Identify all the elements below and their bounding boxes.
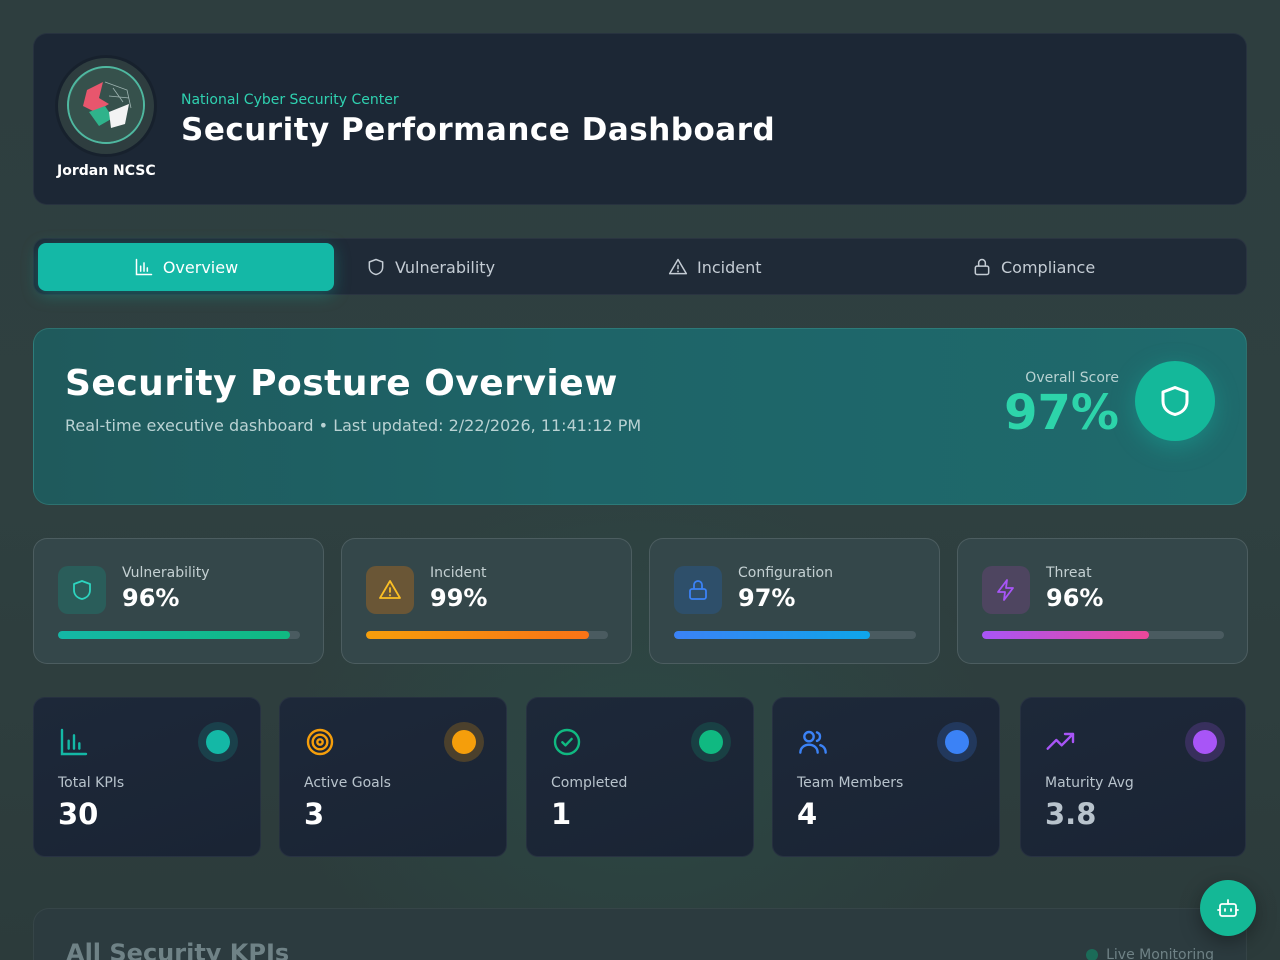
- tab-incident[interactable]: Incident: [638, 243, 838, 291]
- progress-bar: [674, 631, 916, 639]
- tab-incident-label: Incident: [697, 257, 762, 277]
- section-title: All Security KPIs: [66, 939, 290, 960]
- stat-card-total-kpis[interactable]: Total KPIs 30: [33, 697, 261, 857]
- progress-fill: [366, 631, 589, 639]
- stat-card-maturity-avg[interactable]: Maturity Avg 3.8: [1020, 697, 1246, 857]
- stat-value: 30: [58, 797, 99, 831]
- stat-label: Maturity Avg: [1045, 775, 1134, 791]
- shield-icon: [73, 580, 91, 600]
- org-subtitle: National Cyber Security Center: [181, 92, 399, 108]
- live-monitoring-label: Live Monitoring: [1106, 947, 1214, 960]
- org-name: Jordan NCSC: [57, 163, 156, 179]
- metric-icon-box: [366, 566, 414, 614]
- stat-card-team-members[interactable]: Team Members 4: [772, 697, 1000, 857]
- assistant-button[interactable]: [1200, 880, 1256, 936]
- metric-value: 96%: [122, 584, 180, 612]
- progress-bar: [982, 631, 1224, 639]
- metric-label: Configuration: [738, 565, 833, 581]
- metric-icon-box: [982, 566, 1030, 614]
- tab-compliance-label: Compliance: [1001, 257, 1096, 277]
- tab-compliance[interactable]: Compliance: [942, 243, 1162, 291]
- metric-card-vulnerability[interactable]: Vulnerability 96%: [33, 538, 324, 664]
- metric-icon-box: [58, 566, 106, 614]
- metric-label: Vulnerability: [122, 565, 210, 581]
- trending-up-icon: [1046, 732, 1075, 750]
- stat-label: Completed: [551, 775, 628, 791]
- status-indicator: [937, 722, 977, 762]
- lock-icon: [689, 580, 707, 600]
- bar-chart-icon: [60, 728, 88, 756]
- metric-card-threat[interactable]: Threat 96%: [957, 538, 1248, 664]
- progress-bar: [366, 631, 608, 639]
- shield-icon: [1161, 386, 1189, 416]
- metric-card-configuration[interactable]: Configuration 97%: [649, 538, 940, 664]
- stat-value: 1: [551, 797, 572, 831]
- overall-score-value: 97%: [1004, 385, 1119, 441]
- status-indicator: [198, 722, 238, 762]
- tab-vulnerability-label: Vulnerability: [395, 257, 496, 277]
- check-circle-icon: [553, 728, 581, 756]
- target-icon: [306, 728, 334, 756]
- tab-overview[interactable]: Overview: [38, 243, 334, 291]
- live-dot-icon: [1086, 949, 1099, 960]
- tab-overview-label: Overview: [162, 257, 239, 277]
- metric-label: Incident: [430, 565, 487, 581]
- page-title: Security Performance Dashboard: [181, 112, 776, 148]
- header-card: Jordan NCSC National Cyber Security Cent…: [33, 33, 1247, 205]
- status-indicator: [691, 722, 731, 762]
- org-logo: [58, 58, 154, 154]
- lock-icon: [974, 258, 990, 276]
- shield-icon: [368, 258, 384, 276]
- logo-emblem-icon: [67, 66, 145, 144]
- posture-overview-banner: Security Posture Overview Real-time exec…: [33, 328, 1247, 505]
- stat-value: 3: [304, 797, 325, 831]
- progress-bar: [58, 631, 300, 639]
- lightning-icon: [997, 579, 1014, 601]
- stat-value: 4: [797, 797, 818, 831]
- score-shield-badge: [1135, 361, 1215, 441]
- bar-chart-icon: [135, 258, 153, 276]
- live-monitoring-indicator: Live Monitoring: [1086, 947, 1214, 960]
- warning-icon: [668, 258, 688, 275]
- metric-value: 96%: [1046, 584, 1104, 612]
- tab-vulnerability[interactable]: Vulnerability: [336, 243, 548, 291]
- all-kpis-section: All Security KPIs Live Monitoring: [33, 908, 1247, 960]
- stat-label: Active Goals: [304, 775, 391, 791]
- robot-icon: [1217, 899, 1239, 917]
- status-indicator: [1185, 722, 1225, 762]
- tab-bar: Overview Vulnerability Incident Complian…: [33, 238, 1247, 295]
- metric-label: Threat: [1046, 565, 1092, 581]
- users-icon: [799, 730, 827, 754]
- progress-fill: [982, 631, 1149, 639]
- progress-fill: [58, 631, 291, 639]
- stat-card-completed[interactable]: Completed 1: [526, 697, 754, 857]
- overall-score-label: Overall Score: [1025, 370, 1119, 386]
- hero-title: Security Posture Overview: [65, 363, 618, 404]
- stat-label: Team Members: [797, 775, 904, 791]
- metric-card-incident[interactable]: Incident 99%: [341, 538, 632, 664]
- warning-icon: [379, 580, 401, 599]
- progress-fill: [674, 631, 871, 639]
- metric-value: 99%: [430, 584, 488, 612]
- stat-label: Total KPIs: [58, 775, 125, 791]
- metric-icon-box: [674, 566, 722, 614]
- stat-card-active-goals[interactable]: Active Goals 3: [279, 697, 507, 857]
- metric-value: 97%: [738, 584, 796, 612]
- status-indicator: [444, 722, 484, 762]
- hero-subtitle: Real-time executive dashboard • Last upd…: [65, 416, 642, 435]
- stat-value: 3.8: [1045, 797, 1097, 831]
